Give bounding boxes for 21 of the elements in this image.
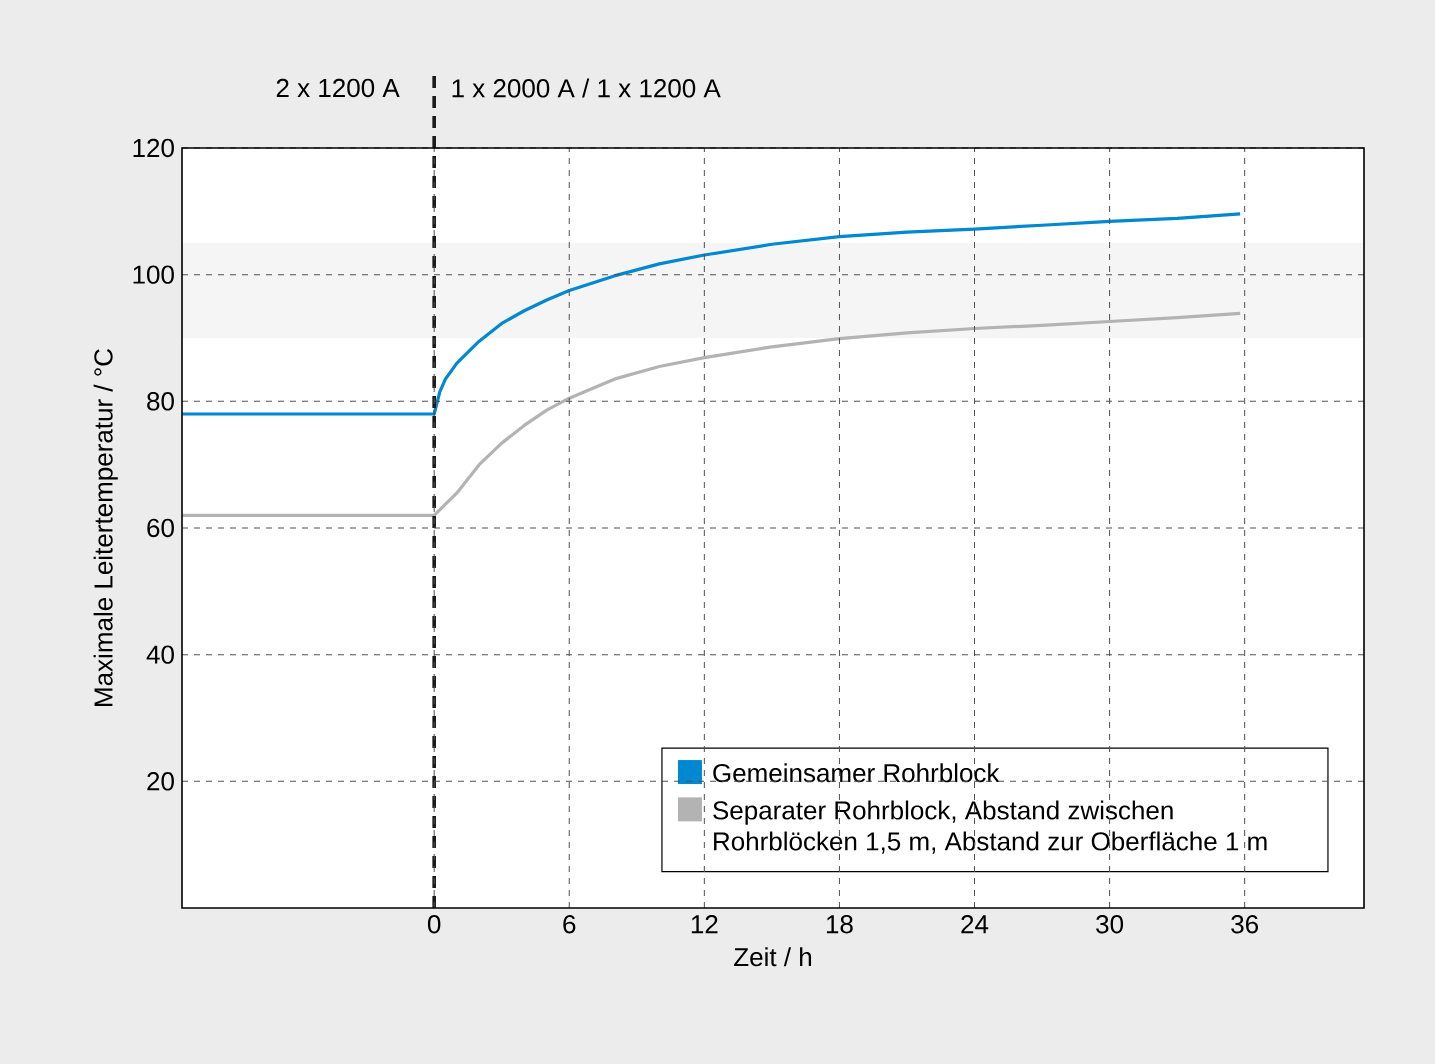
x-tick-label: 24 <box>961 915 989 934</box>
x-tick-label: 0 <box>427 915 441 934</box>
y-tick-label: 80 <box>147 392 174 411</box>
legend-label: Separater Rohrblock, Abstand zwischen Rohrblöcken 1,5 m, Abstand zur Oberfläche 1 m <box>713 800 1267 854</box>
y-axis-title: Maximale Leitertemperatur / °C <box>93 348 118 706</box>
y-tick-label: 40 <box>146 645 174 664</box>
y-tick-label: 100 <box>133 265 174 284</box>
text: 1 x 2000 A / 1 x 1200 A <box>452 78 721 98</box>
y-tick-label: 60 <box>147 518 174 538</box>
line-series <box>180 212 1242 416</box>
legend-label: Gemeinsamer Rohrblock <box>713 763 1000 783</box>
y-tick-label: 20 <box>147 772 174 791</box>
x-axis-title: Zeit / h <box>734 947 812 967</box>
text: 2 x 1200 A <box>276 78 400 98</box>
line-series <box>180 311 1242 517</box>
y-tick-label: 120 <box>133 138 174 158</box>
x-tick-label: 30 <box>1096 915 1124 934</box>
x-tick-label: 18 <box>826 915 853 934</box>
x-tick-label: 36 <box>1231 915 1259 934</box>
x-tick-label: 6 <box>563 915 576 934</box>
x-tick-label: 12 <box>691 915 718 934</box>
